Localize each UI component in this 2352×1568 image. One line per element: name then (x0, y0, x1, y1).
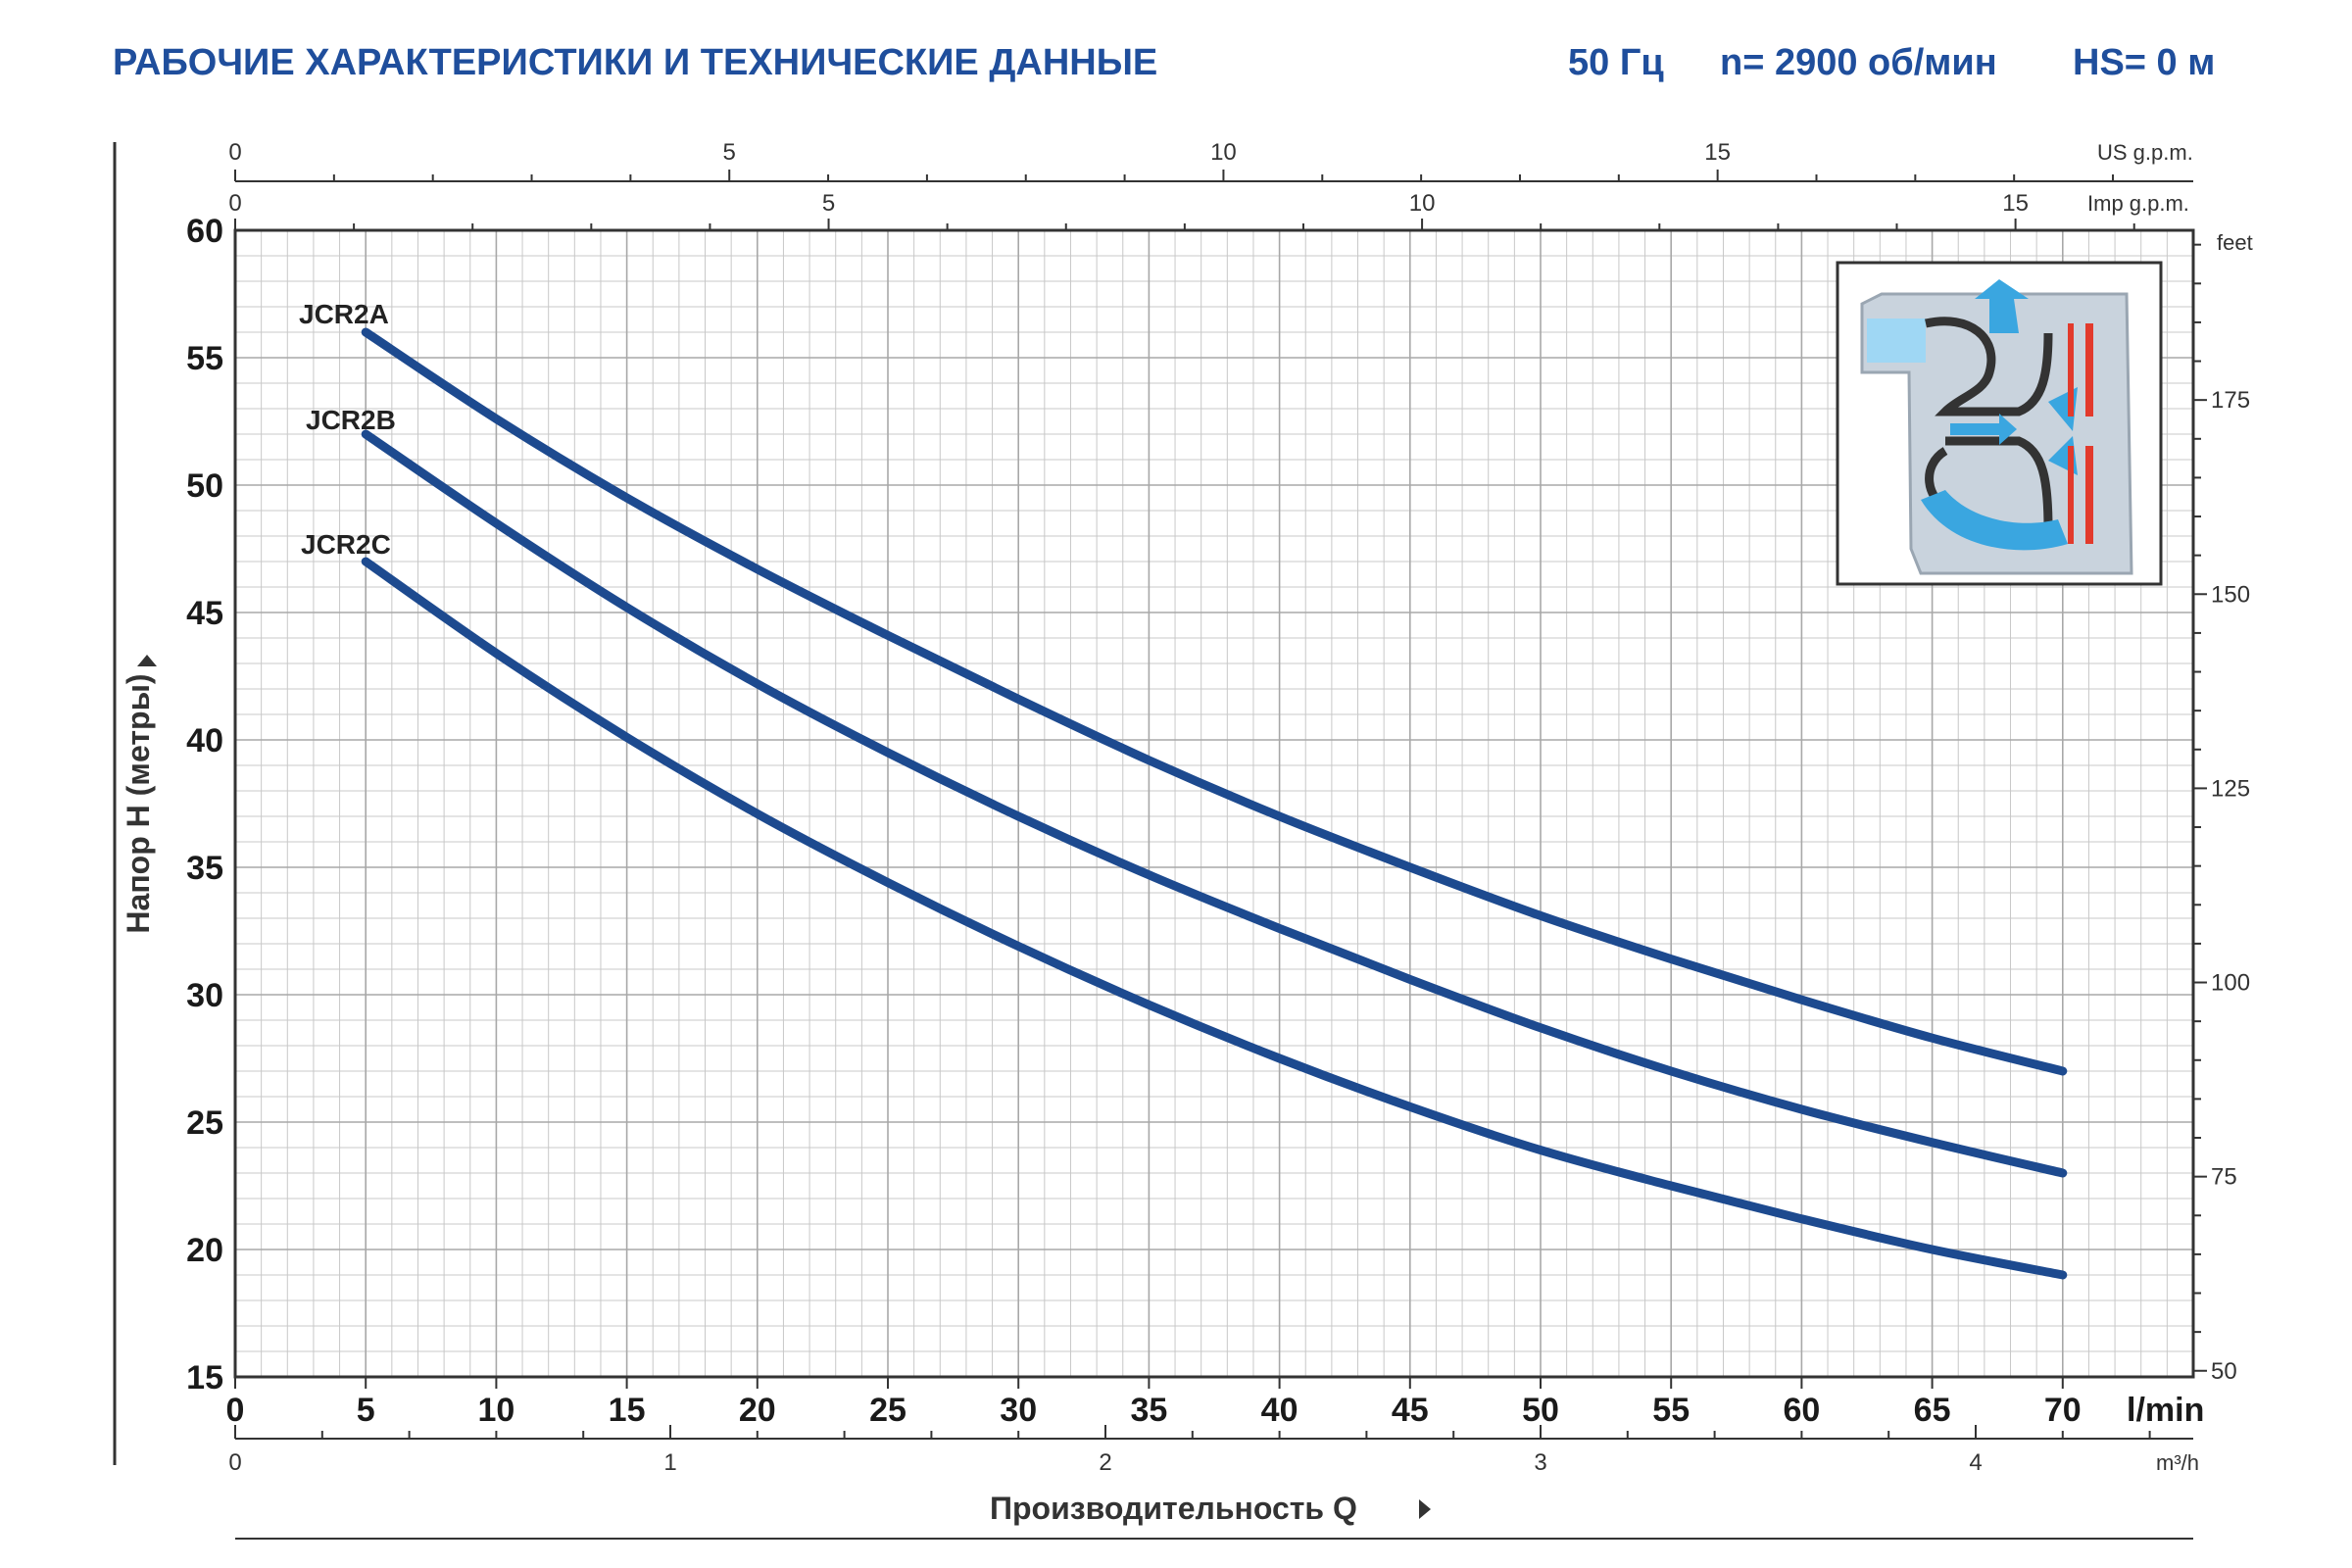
m3h-tick-label: 3 (1534, 1449, 1546, 1476)
x-tick-label: 10 (477, 1392, 514, 1429)
y-axis-ticks: 15 20 25 30 35 40 45 50 55 60 (186, 213, 223, 1396)
x-tick-label: 0 (226, 1392, 245, 1429)
m3h-tick-label: 2 (1099, 1449, 1111, 1476)
curve-jcr2a (361, 327, 2068, 1076)
m3h-axis-ticks: 0 1 2 3 4 (228, 1425, 2151, 1476)
feet-tick-label: 75 (2211, 1164, 2237, 1191)
x-tick-label: 60 (1783, 1392, 1820, 1429)
x-tick-label: 25 (869, 1392, 906, 1429)
x-tick-label: 5 (357, 1392, 375, 1429)
y-tick-label: 20 (186, 1232, 223, 1269)
y-tick-label: 40 (186, 722, 223, 760)
x-tick-label: 30 (1000, 1392, 1037, 1429)
x-tick-label: 55 (1652, 1392, 1690, 1429)
us-gpm-tick-label: 5 (723, 139, 736, 166)
imp-gpm-tick-label: 10 (1409, 190, 1436, 217)
m3h-tick-label: 0 (228, 1449, 241, 1476)
x-tick-label: 50 (1522, 1392, 1559, 1429)
feet-tick-label: 125 (2211, 775, 2250, 802)
x-tick-label: 20 (739, 1392, 776, 1429)
x-unit-lmin: l/min (2127, 1392, 2204, 1429)
feet-unit: feet (2217, 230, 2253, 255)
y-tick-label: 60 (186, 213, 223, 250)
x-tick-label: 40 (1261, 1392, 1298, 1429)
us-gpm-tick-label: 15 (1704, 139, 1731, 166)
imp-gpm-tick-label: 5 (822, 190, 835, 217)
x-tick-label: 65 (1914, 1392, 1951, 1429)
y-tick-label: 35 (186, 850, 223, 887)
speed-label: n= 2900 об/мин (1720, 42, 1997, 83)
feet-tick-label: 175 (2211, 387, 2250, 414)
frequency-label: 50 Гц (1568, 42, 1664, 83)
curves (361, 327, 2068, 1280)
x-tick-label: 45 (1392, 1392, 1429, 1429)
y-tick-label: 50 (186, 467, 223, 505)
suction-label: HS= 0 м (2073, 42, 2215, 83)
plot-frame (233, 228, 2195, 1379)
us-gpm-tick-label: 10 (1210, 139, 1237, 166)
x-axis-ticks-lmin: 0 5 10 15 20 25 30 35 40 45 50 55 60 65 70 (226, 1377, 2082, 1429)
us-gpm-axis-ticks: 0 5 10 15 (228, 139, 2115, 181)
x-tick-label: 70 (2044, 1392, 2082, 1429)
imp-gpm-tick-label: 15 (2002, 190, 2029, 217)
imp-gpm-tick-label: 0 (228, 190, 241, 217)
imp-gpm-unit: Imp g.p.m. (2087, 191, 2189, 216)
y-tick-label: 15 (186, 1359, 223, 1396)
x-axis-arrow-icon (1419, 1499, 1431, 1519)
curve-jcr2b (361, 429, 2068, 1178)
m3h-tick-label: 4 (1969, 1449, 1982, 1476)
pump-diagram (1836, 261, 2163, 586)
feet-axis-ticks: 50 75 100 125 150 175 (2193, 243, 2250, 1385)
y-tick-label: 25 (186, 1104, 223, 1142)
chart-title: РАБОЧИЕ ХАРАКТЕРИСТИКИ И ТЕХНИЧЕСКИЕ ДАН… (113, 42, 1157, 83)
imp-gpm-axis-ticks: 0 5 10 15 (228, 190, 2135, 230)
feet-tick-label: 150 (2211, 581, 2250, 608)
x-tick-label: 35 (1130, 1392, 1167, 1429)
series-label-jcr2c: JCR2C (301, 529, 391, 560)
us-gpm-tick-label: 0 (228, 139, 241, 166)
series-label-jcr2b: JCR2B (306, 405, 396, 435)
series-label-jcr2a: JCR2A (299, 299, 389, 329)
y-tick-label: 30 (186, 977, 223, 1014)
y-tick-label: 45 (186, 595, 223, 632)
y-axis-arrow-icon (137, 655, 157, 666)
m3h-unit: m³/h (2156, 1450, 2199, 1475)
y-axis-title: Напор H (метры) (121, 673, 156, 933)
feet-tick-label: 100 (2211, 970, 2250, 997)
x-axis-title: Производительность Q (990, 1491, 1357, 1526)
y-tick-label: 55 (186, 340, 223, 377)
m3h-tick-label: 1 (663, 1449, 676, 1476)
x-tick-label: 15 (609, 1392, 646, 1429)
curve-jcr2c (361, 557, 2068, 1280)
feet-tick-label: 50 (2211, 1358, 2237, 1385)
us-gpm-unit: US g.p.m. (2097, 140, 2193, 165)
